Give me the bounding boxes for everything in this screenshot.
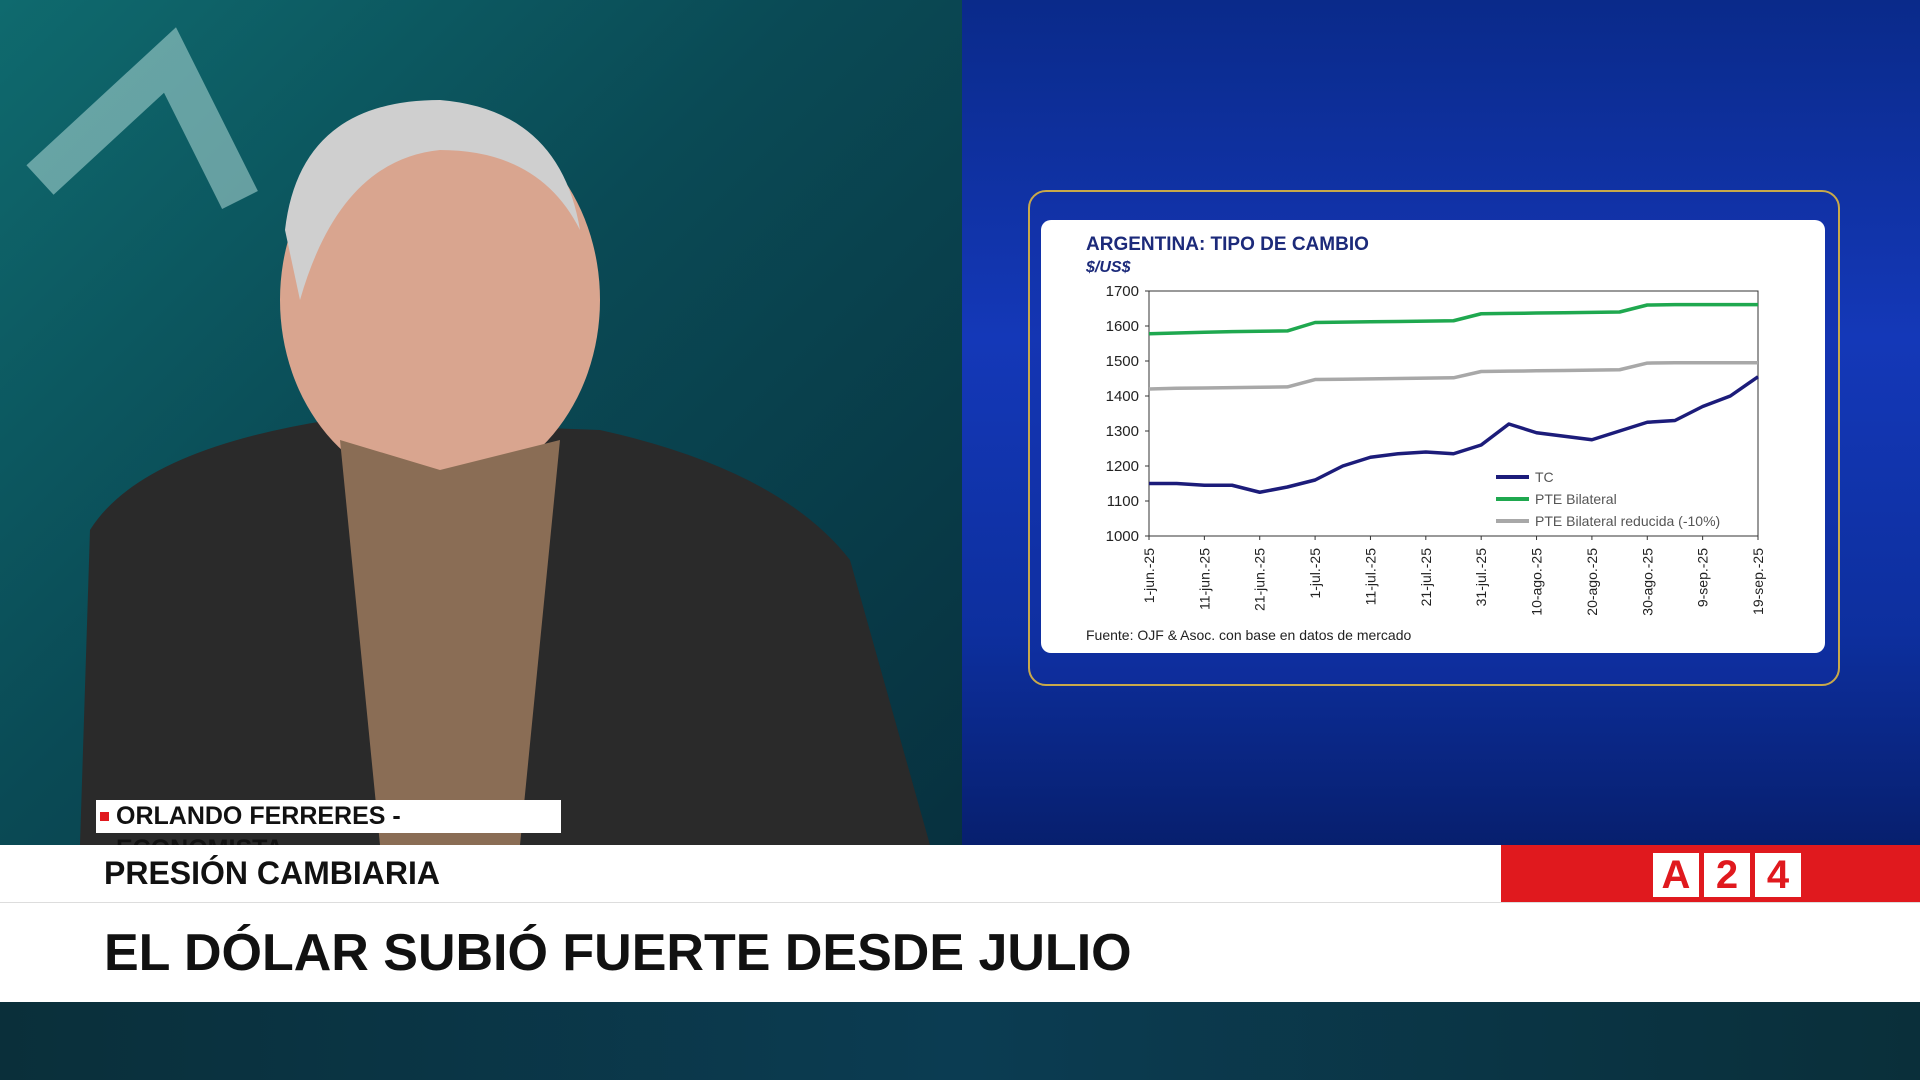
- plot-frame: [1148, 290, 1759, 537]
- logo-letter: 2: [1704, 853, 1750, 897]
- legend-label: PTE Bilateral reducida (-10%): [1535, 513, 1720, 529]
- x-tick-label: 21-jun.-25: [1252, 548, 1268, 611]
- logo-letter: 4: [1755, 853, 1801, 897]
- x-tick-label: 21-jul.-25: [1418, 548, 1434, 607]
- y-tick-label: 1700: [1106, 283, 1139, 300]
- data-line: [1148, 302, 1758, 336]
- channel-logo: A 2 4: [1501, 845, 1920, 902]
- studio-background: [0, 0, 962, 845]
- chart-subtitle: $/US$: [1085, 259, 1132, 276]
- data-line: [1148, 361, 1758, 391]
- y-tick-label: 1400: [1106, 388, 1139, 405]
- y-tick-label: 1000: [1106, 528, 1139, 545]
- x-tick-label: 1-jul.-25: [1307, 548, 1323, 599]
- chart-card: ARGENTINA: TIPO DE CAMBIO $/US$ Fuente: …: [1041, 220, 1825, 653]
- chart-source: Fuente: OJF & Asoc. con base en datos de…: [1086, 627, 1412, 643]
- chart-title: ARGENTINA: TIPO DE CAMBIO: [1086, 234, 1369, 255]
- logo-letter: A: [1653, 853, 1699, 897]
- bottom-band: [0, 1002, 1920, 1080]
- presenter: [26, 27, 930, 845]
- x-tick-label: 9-sep.-25: [1695, 548, 1711, 607]
- data-line: [1149, 375, 1759, 494]
- x-tick-label: 19-sep.-25: [1750, 548, 1766, 615]
- y-tick-label: 1600: [1106, 318, 1139, 335]
- legend-label: TC: [1535, 469, 1554, 485]
- x-tick-label: 20-ago.-25: [1584, 548, 1600, 616]
- y-tick-label: 1300: [1106, 423, 1139, 440]
- x-tick-label: 11-jul.-25: [1362, 548, 1378, 606]
- x-tick-label: 31-jul.-25: [1473, 548, 1489, 607]
- x-tick-label: 1-jun.-25: [1141, 548, 1157, 603]
- x-tick-label: 30-ago.-25: [1639, 548, 1655, 616]
- legend-label: PTE Bilateral: [1535, 491, 1617, 507]
- x-tick-label: 11-jun.-25: [1196, 548, 1212, 610]
- y-tick-label: 1500: [1106, 353, 1139, 370]
- y-tick-label: 1200: [1106, 458, 1139, 475]
- y-tick-label: 1100: [1107, 493, 1139, 510]
- name-tag: ORLANDO FERRERES - ECONOMISTA: [96, 800, 561, 863]
- x-tick-label: 10-ago.-25: [1529, 548, 1545, 616]
- headline-bar: EL DÓLAR SUBIÓ FUERTE DESDE JULIO: [0, 902, 1920, 1002]
- topic-bar: PRESIÓN CAMBIARIA: [0, 845, 1501, 902]
- chart: ARGENTINA: TIPO DE CAMBIO $/US$ Fuente: …: [1085, 234, 1766, 643]
